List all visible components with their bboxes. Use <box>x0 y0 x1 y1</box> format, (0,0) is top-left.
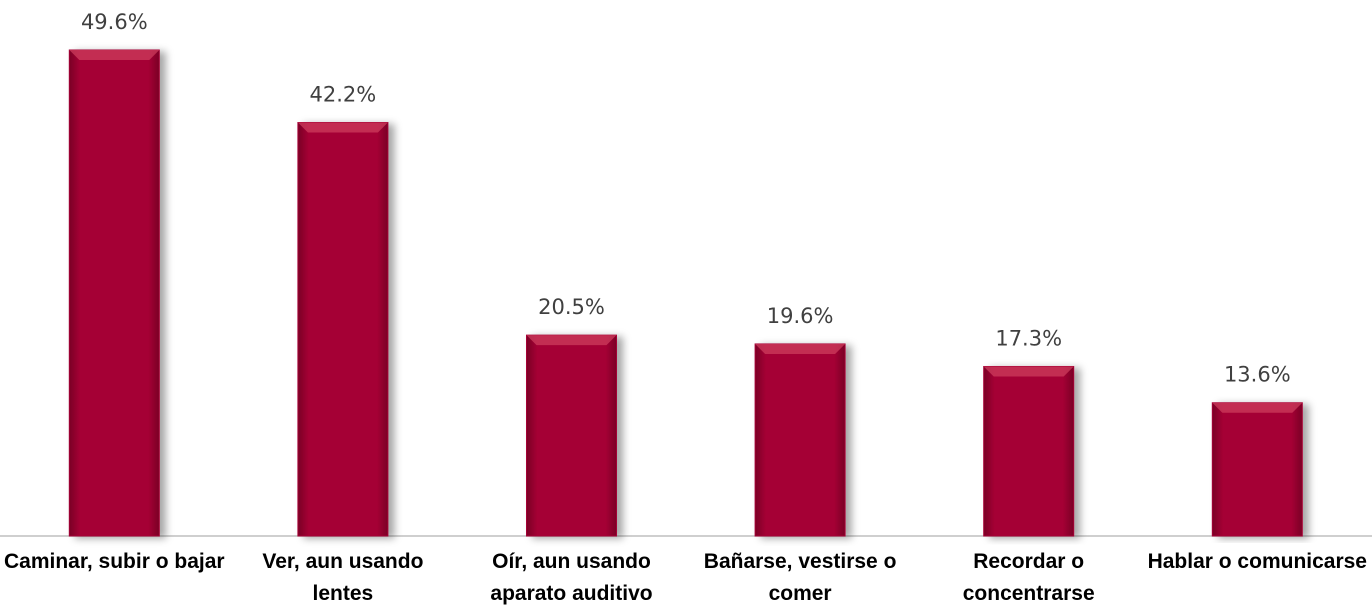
bar <box>68 49 160 537</box>
value-label: 42.2% <box>310 83 377 107</box>
bar <box>297 122 389 537</box>
value-label: 13.6% <box>1224 363 1291 387</box>
bar-bevel <box>69 50 160 60</box>
bar-bevel <box>297 122 388 133</box>
bar <box>983 365 1075 537</box>
value-label: 19.6% <box>767 304 834 328</box>
x-tick-label: Oír, aun usando aparato auditivo <box>490 550 653 605</box>
bar <box>754 343 846 537</box>
bar-bevel <box>526 335 617 346</box>
x-tick-label: Bañarse, vestirse o comer <box>703 550 897 605</box>
value-label: 49.6% <box>81 10 148 34</box>
x-tick-label: Caminar, subir o bajar <box>4 550 225 573</box>
x-tick-label: Ver, aun usando lentes <box>262 550 424 605</box>
bar <box>1211 402 1303 537</box>
bar-bevel <box>983 366 1074 377</box>
x-tick-label: Recordar o concentrarse <box>962 550 1095 605</box>
value-label: 20.5% <box>538 295 605 319</box>
bar-bevel <box>1212 402 1303 413</box>
bar <box>526 334 617 537</box>
bar-bevel <box>755 343 846 354</box>
value-label: 17.3% <box>995 326 1062 350</box>
x-tick-label: Hablar o comunicarse <box>1147 550 1367 573</box>
